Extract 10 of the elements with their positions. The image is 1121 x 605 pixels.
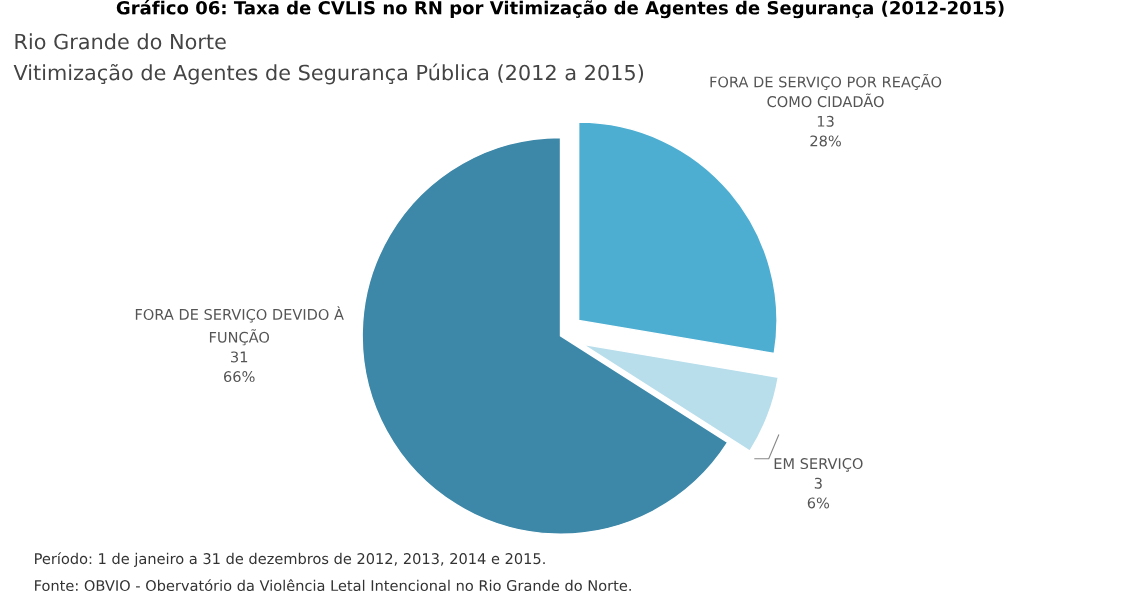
data-label: 31 66%: [224, 351, 255, 383]
chart-subtitle: Rio Grande do Norte Vitimização de Agentes de Segurança Pública (2012 a 2015): [13, 33, 644, 85]
data-label: 3 6%: [807, 477, 830, 509]
text: Período: 1 de janeiro a 31 de dezembros de 2012, 2013, 2014 e 2015.: [35, 552, 545, 567]
data-label: 13 28%: [810, 115, 841, 147]
slice-label: FORA DE SERVIÇO POR REAÇÃO COMO CIDADÃO: [710, 73, 942, 108]
slice-label: FORA DE SERVIÇO DEVIDO À FUNÇÃO: [135, 306, 344, 346]
chart-title: Gráfico 06: Taxa de CVLIS no RN por Vitimização de Agentes de Segurança (2012-2015): [116, 0, 1004, 19]
slice-label: EM SERVIÇO: [774, 458, 863, 472]
source-note: Fonte: OBVIO - Obervatório da Violência Letal Intencional no Rio Grande do Norte.: [35, 579, 631, 592]
